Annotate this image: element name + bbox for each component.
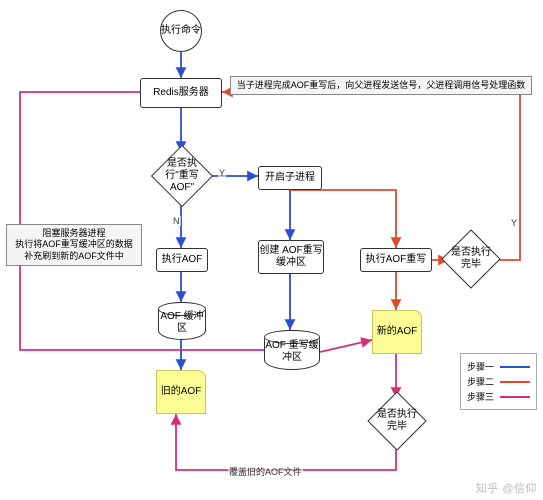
node-fork-child: 开启子进程 [258,166,322,190]
legend-row: 步骤三 [467,390,530,403]
label: 创建 AOF重写缓冲区 [259,245,323,269]
legend-label: 步骤二 [467,375,494,388]
label: AOF 重写缓冲区 [265,340,319,364]
watermark: 知乎 @信仰 [476,480,537,496]
legend-line-step1 [500,366,530,368]
node-redis-server: Redis服务器 [140,78,222,108]
legend-label: 步骤三 [467,390,494,403]
node-create-rewrite-buf: 创建 AOF重写缓冲区 [258,240,324,274]
text: 当子进程完成AOF重写后，向父进程发送信号，父进程调用信号处理函数 [237,80,526,90]
label: 是否执行完毕 [451,247,491,271]
callout-signal-parent: 当子进程完成AOF重写后，向父进程发送信号，父进程调用信号处理函数 [230,76,532,95]
node-new-aof: 新的AOF [372,310,422,354]
edge-label-rewrite-y: Y [218,168,226,178]
legend-label: 步骤一 [467,360,494,373]
edge-label-rewrite-n: N [172,216,181,226]
label: 是否执行"重写AOF" [161,158,203,194]
text: 阻塞服务器进程 执行将AOF重写缓冲区的数据补充刷到新的AOF文件中 [15,228,133,261]
label: AOF 缓冲区 [159,311,205,335]
node-exec-aof: 执行AOF [156,248,208,272]
node-aof-buf: AOF 缓冲区 [158,302,206,340]
node-old-aof: 旧的AOF [156,370,206,414]
label: 执行命令 [161,25,201,37]
legend-row: 步骤一 [467,360,530,373]
node-exec-rewrite: 执行AOF重写 [360,248,432,272]
edge-label-done-y: Y [510,218,518,228]
label: 开启子进程 [265,172,315,184]
label: 是否执行完毕 [377,409,417,433]
node-aof-rewrite-buf: AOF 重写缓冲区 [264,330,320,370]
edge-label-overwrite: 覆盖旧的AOF文件 [228,465,303,478]
label: 旧的AOF [161,386,202,398]
node-exec-cmd: 执行命令 [160,10,202,52]
legend-line-step3 [500,396,530,398]
label: 执行AOF重写 [366,254,427,266]
label: 执行AOF [162,254,203,266]
callout-block-server: 阻塞服务器进程 执行将AOF重写缓冲区的数据补充刷到新的AOF文件中 [6,224,142,266]
label: 新的AOF [377,326,418,338]
legend-row: 步骤二 [467,375,530,388]
legend: 步骤一 步骤二 步骤三 [460,353,537,410]
legend-line-step2 [500,381,530,383]
label: Redis服务器 [153,87,209,99]
